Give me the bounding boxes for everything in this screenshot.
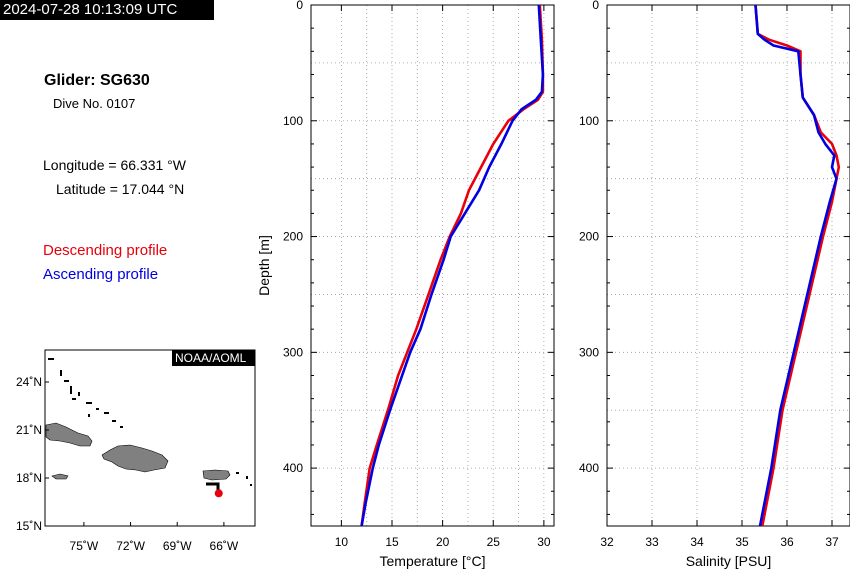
- map-lat-label: 24˚N: [16, 375, 42, 389]
- latitude-label: Latitude = 17.044 °N: [56, 181, 185, 197]
- x-tick-label: 34: [690, 535, 704, 549]
- land-jamaica: [51, 473, 69, 480]
- map-credit-box: [172, 350, 255, 366]
- y-tick-label: 0: [296, 0, 303, 12]
- y-tick-label: 300: [579, 345, 599, 359]
- y-tick-label: 400: [579, 461, 599, 475]
- x-tick-label: 30: [537, 535, 551, 549]
- x-tick-label: 33: [645, 535, 659, 549]
- map-lon-label: 66˚W: [210, 539, 239, 553]
- land-cuba: [45, 422, 93, 447]
- land-puerto-rico: [202, 469, 231, 481]
- land-bahamas: [48, 358, 123, 428]
- y-tick-label: 400: [283, 461, 303, 475]
- map-lon-label: 75˚W: [70, 539, 99, 553]
- temperature-chart: 0 100 200 300 400 10 15 20 25 30 Temperature [°C] D…: [256, 0, 555, 569]
- x-tick-label: 32: [600, 535, 614, 549]
- plot-frame: [310, 4, 555, 527]
- y-tick-label: 300: [283, 345, 303, 359]
- map-lat-label: 18˚N: [16, 471, 42, 485]
- x-tick-label: 10: [335, 535, 349, 549]
- x-tick-label: 15: [385, 535, 399, 549]
- legend-ascending: Ascending profile: [43, 266, 159, 283]
- map-lon-label: 72˚W: [116, 539, 145, 553]
- x-axis-label: Salinity [PSU]: [686, 553, 772, 569]
- y-tick-label: 100: [579, 114, 599, 128]
- x-tick-label: 25: [487, 535, 501, 549]
- longitude-label: Longitude = 66.331 °W: [43, 157, 186, 173]
- series-descending-line: [360, 4, 545, 527]
- map-lat-label: 15˚N: [16, 519, 42, 533]
- location-map: NOAA/AOML 24˚N 21˚N 18˚N 15˚N 75˚W 72˚W 69˚W 6…: [16, 349, 256, 553]
- dive-number: Dive No. 0107: [53, 96, 136, 111]
- y-tick-label: 200: [579, 230, 599, 244]
- x-tick-label: 36: [780, 535, 794, 549]
- map-lat-label: 21˚N: [16, 423, 42, 437]
- x-tick-label: 20: [436, 535, 450, 549]
- x-tick-label: 37: [825, 535, 839, 549]
- legend-descending: Descending profile: [43, 242, 168, 259]
- y-tick-label: 0: [592, 0, 599, 12]
- series-descending-line: [754, 4, 841, 527]
- y-axis-label: Depth [m]: [256, 235, 272, 296]
- series-ascending-line: [754, 4, 838, 527]
- map-lon-label: 69˚W: [163, 539, 192, 553]
- timestamp: 2024-07-28 10:13:09 UTC: [0, 0, 214, 20]
- series-ascending-line: [360, 4, 545, 527]
- glider-position-marker: [214, 489, 223, 498]
- glider-title: Glider: SG630: [44, 72, 150, 89]
- y-tick-label: 200: [283, 230, 303, 244]
- land-lesser-antilles: [236, 472, 252, 486]
- land-hispaniola: [101, 444, 169, 473]
- x-axis-label: Temperature [°C]: [380, 553, 486, 569]
- salinity-chart: 0 100 200 300 400 32 33 34 35 36 37 Salinity [PSU]: [579, 0, 850, 569]
- y-tick-label: 100: [283, 114, 303, 128]
- glider-track: [206, 482, 220, 492]
- map-credit: NOAA/AOML: [175, 351, 247, 365]
- x-tick-label: 35: [735, 535, 749, 549]
- plot-frame: [606, 4, 850, 527]
